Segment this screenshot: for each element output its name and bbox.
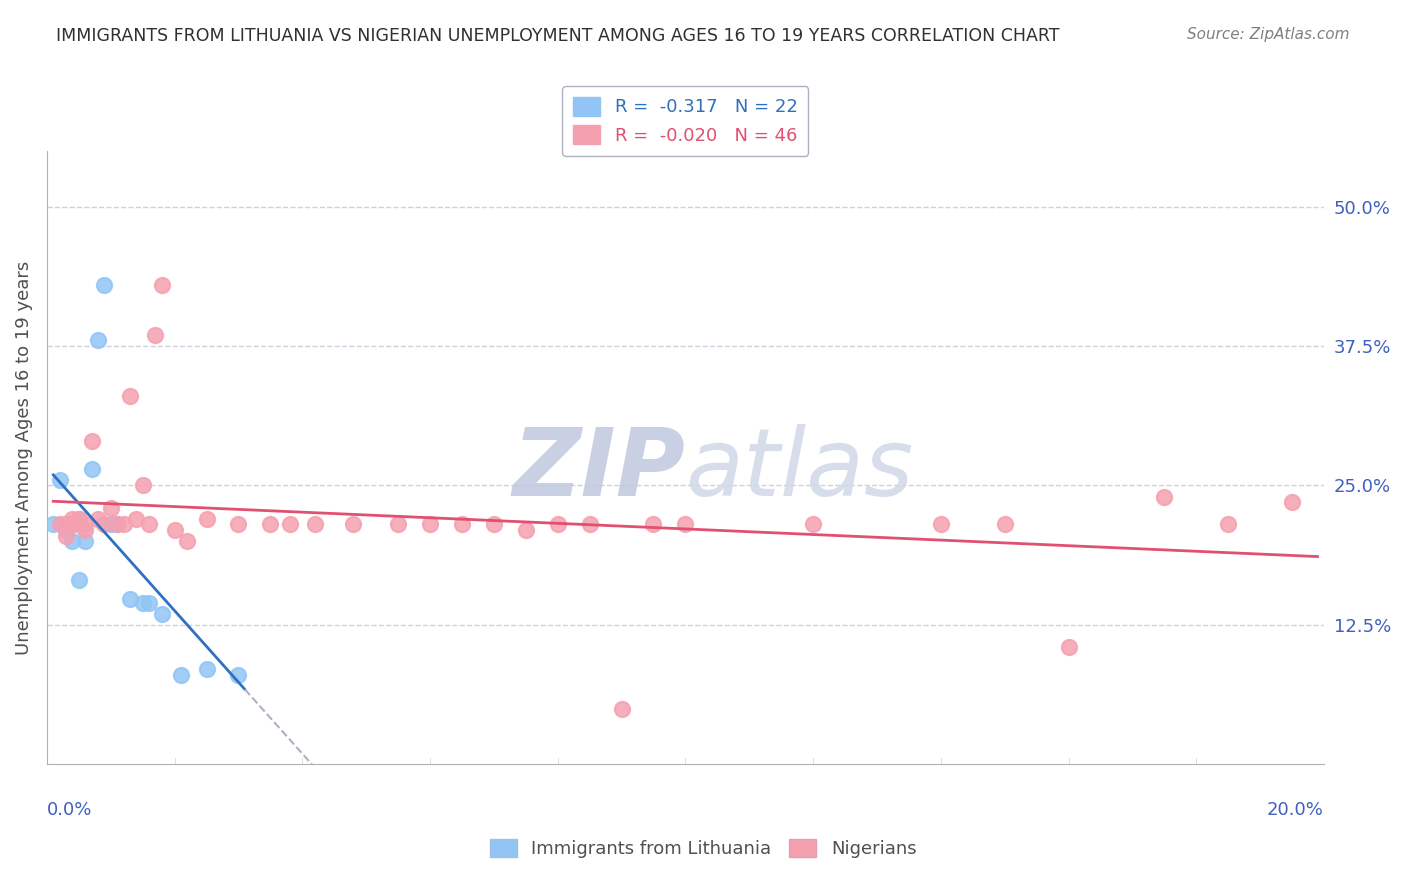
- Point: [482, 517, 505, 532]
- Point: [62, 517, 84, 532]
- Text: atlas: atlas: [685, 425, 914, 516]
- Point: [994, 517, 1017, 532]
- Point: [1281, 495, 1303, 509]
- Point: [62, 517, 84, 532]
- Point: [228, 668, 250, 682]
- Point: [138, 517, 160, 532]
- Point: [801, 517, 824, 532]
- Point: [75, 517, 97, 532]
- Point: [547, 517, 569, 532]
- Point: [1153, 490, 1175, 504]
- Point: [150, 277, 173, 292]
- Point: [105, 517, 128, 532]
- Point: [55, 517, 77, 532]
- Point: [170, 668, 193, 682]
- Point: [87, 512, 110, 526]
- Point: [578, 517, 600, 532]
- Point: [93, 517, 115, 532]
- Point: [67, 573, 90, 587]
- Point: [55, 523, 77, 537]
- Point: [673, 517, 696, 532]
- Point: [278, 517, 301, 532]
- Legend: R =  -0.317   N = 22, R =  -0.020   N = 46: R = -0.317 N = 22, R = -0.020 N = 46: [562, 87, 808, 155]
- Point: [100, 517, 122, 532]
- Text: 0.0%: 0.0%: [46, 801, 93, 819]
- Point: [131, 478, 153, 492]
- Point: [342, 517, 364, 532]
- Point: [195, 663, 218, 677]
- Point: [515, 523, 537, 537]
- Point: [1216, 517, 1239, 532]
- Point: [75, 534, 97, 549]
- Point: [75, 523, 97, 537]
- Point: [176, 534, 198, 549]
- Point: [67, 512, 90, 526]
- Point: [163, 523, 186, 537]
- Point: [48, 517, 70, 532]
- Point: [228, 517, 250, 532]
- Point: [118, 592, 141, 607]
- Point: [195, 512, 218, 526]
- Point: [80, 461, 103, 475]
- Point: [138, 595, 160, 609]
- Point: [80, 434, 103, 448]
- Point: [131, 595, 153, 609]
- Point: [67, 512, 90, 526]
- Point: [55, 528, 77, 542]
- Point: [610, 701, 633, 715]
- Point: [451, 517, 474, 532]
- Point: [62, 512, 84, 526]
- Legend: Immigrants from Lithuania, Nigerians: Immigrants from Lithuania, Nigerians: [482, 831, 924, 865]
- Text: Source: ZipAtlas.com: Source: ZipAtlas.com: [1187, 27, 1350, 42]
- Point: [67, 517, 90, 532]
- Point: [100, 500, 122, 515]
- Point: [259, 517, 281, 532]
- Point: [67, 517, 90, 532]
- Point: [1057, 640, 1080, 655]
- Point: [304, 517, 326, 532]
- Text: 20.0%: 20.0%: [1267, 801, 1324, 819]
- Point: [105, 517, 128, 532]
- Point: [55, 517, 77, 532]
- Point: [125, 512, 148, 526]
- Text: ZIP: ZIP: [513, 424, 685, 516]
- Point: [87, 334, 110, 348]
- Point: [93, 277, 115, 292]
- Y-axis label: Unemployment Among Ages 16 to 19 years: Unemployment Among Ages 16 to 19 years: [15, 260, 32, 655]
- Point: [112, 517, 135, 532]
- Point: [643, 517, 665, 532]
- Point: [150, 607, 173, 621]
- Point: [929, 517, 952, 532]
- Point: [42, 517, 65, 532]
- Point: [419, 517, 441, 532]
- Point: [387, 517, 409, 532]
- Point: [48, 473, 70, 487]
- Point: [118, 389, 141, 403]
- Text: IMMIGRANTS FROM LITHUANIA VS NIGERIAN UNEMPLOYMENT AMONG AGES 16 TO 19 YEARS COR: IMMIGRANTS FROM LITHUANIA VS NIGERIAN UN…: [56, 27, 1060, 45]
- Point: [145, 327, 167, 342]
- Point: [62, 534, 84, 549]
